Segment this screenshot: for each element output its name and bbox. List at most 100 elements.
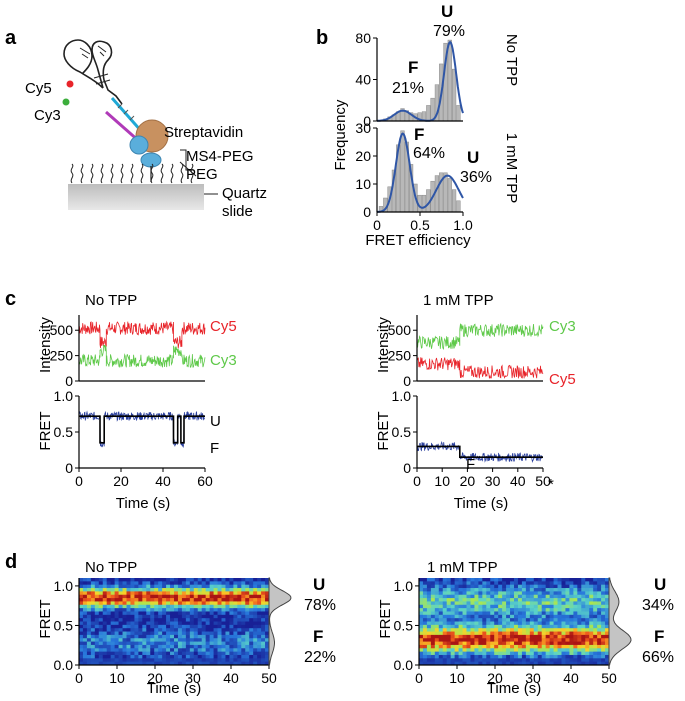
heatmap-cell xyxy=(466,604,471,609)
heatmap-cell xyxy=(241,578,246,582)
heatmap-cell xyxy=(114,594,119,599)
heatmap-cell xyxy=(142,581,147,586)
heatmap-cell xyxy=(134,601,139,606)
heatmap-cell xyxy=(237,628,242,632)
heatmap-cell xyxy=(482,614,487,619)
heatmap-cell xyxy=(565,644,570,649)
heatmap-cell xyxy=(79,661,84,666)
heatmap-cell xyxy=(166,594,171,599)
heatmap-cell xyxy=(90,588,96,592)
heatmap-cell xyxy=(577,641,582,646)
heatmap-cell xyxy=(177,598,183,602)
heatmap-cell xyxy=(249,591,254,596)
heatmap-cell xyxy=(130,628,135,632)
heatmap-cell xyxy=(154,611,159,616)
heatmap-cell xyxy=(529,618,535,622)
heatmap-cell xyxy=(506,631,511,636)
heatmap-cell xyxy=(102,644,108,649)
heatmap-cell xyxy=(257,598,262,602)
heatmap-cell xyxy=(506,654,511,659)
heatmap-cell xyxy=(514,604,519,609)
heatmap-cell xyxy=(494,598,499,602)
heatmap-cell xyxy=(419,624,424,629)
heatmap-cell xyxy=(573,618,578,622)
heatmap-cell xyxy=(162,594,167,599)
heatmap-cell xyxy=(601,578,606,582)
heatmap-cell xyxy=(434,598,440,602)
heatmap-cell xyxy=(102,611,108,616)
heatmap-cell xyxy=(585,641,590,646)
heatmap-cell xyxy=(517,638,523,642)
heatmap-cell xyxy=(541,624,547,629)
heatmap-cell xyxy=(462,634,467,639)
heatmap-cell xyxy=(229,658,234,663)
heatmap-cell xyxy=(261,651,266,656)
heatmap-cell xyxy=(514,601,519,606)
heatmap-cell xyxy=(502,648,507,653)
heatmap-cell xyxy=(102,591,108,596)
heatmap-cell xyxy=(450,578,456,582)
heatmap-cell xyxy=(233,584,238,589)
fret-trace xyxy=(416,440,543,463)
heatmap-cell xyxy=(225,618,230,622)
heatmap-cell xyxy=(225,661,230,666)
heatmap-cell xyxy=(118,608,123,612)
heatmap-cell xyxy=(438,594,444,599)
heatmap-cell xyxy=(150,618,155,622)
heatmap-cell xyxy=(494,658,499,663)
heatmap-cell xyxy=(430,658,436,663)
heatmap-cell xyxy=(90,648,96,653)
heatmap-cell xyxy=(521,591,527,596)
heatmap-cell xyxy=(494,638,499,642)
heatmap-cell xyxy=(466,581,471,586)
heatmap-cell xyxy=(434,658,440,663)
heatmap-cell xyxy=(593,638,598,642)
heatmap-cell xyxy=(533,651,539,656)
heatmap-cell xyxy=(217,634,222,639)
heatmap-cell xyxy=(150,658,155,663)
heatmap-cell xyxy=(525,628,531,632)
heatmap-cell xyxy=(253,628,258,632)
heatmap-cell xyxy=(605,661,610,666)
heatmap-cell xyxy=(229,644,234,649)
heatmap-cell xyxy=(442,604,448,609)
b-bot-f-pct: 64% xyxy=(413,145,445,162)
xtick-label: 0 xyxy=(75,670,83,686)
heatmap-cell xyxy=(201,654,207,659)
heatmap-cell xyxy=(502,604,507,609)
heatmap-cell xyxy=(94,604,100,609)
heatmap-cell xyxy=(434,628,440,632)
heatmap-cell xyxy=(573,644,578,649)
heatmap-cell xyxy=(422,638,428,642)
xtick-label: 50 xyxy=(601,670,617,686)
heatmap-cell xyxy=(478,658,483,663)
heatmap-cell xyxy=(142,601,147,606)
heatmap-cell xyxy=(221,631,226,636)
heatmap-cell xyxy=(442,581,448,586)
heatmap-cell xyxy=(430,591,436,596)
heatmap-cell xyxy=(253,621,258,626)
heatmap-cell xyxy=(233,644,238,649)
heatmap-cell xyxy=(569,591,574,596)
heatmap-cell xyxy=(577,614,582,619)
heatmap-cell xyxy=(185,614,191,619)
heatmap-cell xyxy=(581,598,586,602)
heatmap-cell xyxy=(585,628,590,632)
d-left-title: No TPP xyxy=(85,559,137,576)
heatmap-cell xyxy=(241,604,246,609)
heatmap-cell xyxy=(605,604,610,609)
heatmap-cell xyxy=(585,621,590,626)
heatmap-cell xyxy=(110,654,116,659)
heatmap-cell xyxy=(494,588,499,592)
heatmap-cell xyxy=(557,628,562,632)
heatmap-cell xyxy=(162,578,167,582)
heatmap-cell xyxy=(82,644,88,649)
heatmap-cell xyxy=(573,578,578,582)
hist-fit-curve xyxy=(377,132,464,213)
heatmap-cell xyxy=(510,614,515,619)
heatmap-cell xyxy=(233,638,238,642)
heatmap-cell xyxy=(442,648,448,653)
heatmap-cell xyxy=(419,584,424,589)
heatmap-cell xyxy=(458,658,463,663)
heatmap-cell xyxy=(181,608,187,612)
